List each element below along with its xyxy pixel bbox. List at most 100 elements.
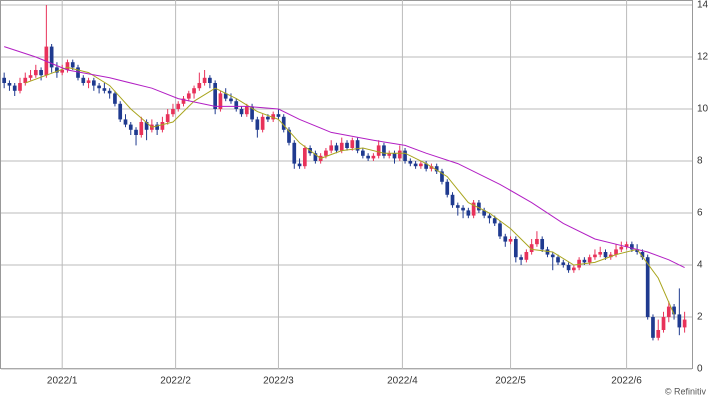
plot-area xyxy=(0,0,693,369)
candle-body xyxy=(244,106,249,115)
candle-body xyxy=(508,239,513,242)
candle-body xyxy=(281,116,286,130)
candle-body xyxy=(155,124,159,130)
y-tick-label: 4 xyxy=(697,260,703,271)
candle-body xyxy=(60,70,65,73)
candle-body xyxy=(70,62,75,68)
candle-body xyxy=(55,67,59,73)
candle-body xyxy=(540,239,545,250)
candle-body xyxy=(455,205,460,208)
candle-body xyxy=(466,210,471,216)
candle-body xyxy=(329,145,334,151)
candle-body xyxy=(445,181,450,195)
candle-body xyxy=(614,249,618,255)
candle-body xyxy=(91,80,96,86)
candle-body xyxy=(477,202,481,211)
candle-body xyxy=(519,257,523,260)
candle-body xyxy=(2,77,7,83)
candle-body xyxy=(419,163,423,167)
candle-body xyxy=(128,124,133,130)
y-tick-label: 0 xyxy=(697,364,703,375)
candle-body xyxy=(302,148,307,167)
candle-body xyxy=(324,150,328,156)
candle-body xyxy=(677,314,682,328)
candle-body xyxy=(434,166,439,172)
candle-body xyxy=(234,101,239,109)
candle-body xyxy=(608,254,613,258)
candle-body xyxy=(666,306,671,317)
candle-body xyxy=(287,129,291,143)
y-tick-label: 10 xyxy=(697,104,709,115)
candle-body xyxy=(440,171,444,182)
candle-body xyxy=(403,150,407,161)
candle-body xyxy=(139,122,144,135)
x-tick-label: 2022/1 xyxy=(47,376,78,387)
candle-body xyxy=(424,163,428,169)
candle-body xyxy=(271,114,276,120)
y-tick-label: 6 xyxy=(697,208,703,219)
candle-body xyxy=(229,98,233,102)
candle-body xyxy=(661,317,666,330)
x-tick-label: 2022/4 xyxy=(387,376,418,387)
candle-body xyxy=(123,119,128,125)
candle-body xyxy=(118,103,123,120)
candle-body xyxy=(408,161,413,164)
candle-body xyxy=(397,150,402,159)
candle-body xyxy=(171,109,175,115)
candle-body xyxy=(624,244,629,247)
candle-body xyxy=(313,153,318,161)
candle-body xyxy=(181,98,186,104)
candle-body xyxy=(12,85,17,91)
candle-body xyxy=(376,145,381,156)
candle-body xyxy=(86,80,91,83)
candle-body xyxy=(339,142,344,151)
candle-body xyxy=(503,236,508,242)
candle-body xyxy=(619,246,624,250)
candle-body xyxy=(160,122,165,130)
candle-body xyxy=(598,252,603,255)
candle-body xyxy=(366,155,370,159)
source: © Refinitiv xyxy=(665,386,707,396)
candle-body xyxy=(461,207,465,211)
candle-body xyxy=(65,62,70,70)
candle-body xyxy=(529,244,534,252)
candle-body xyxy=(545,249,550,255)
candle-body xyxy=(524,252,529,260)
x-tick-label: 2022/3 xyxy=(263,376,294,387)
candle-body xyxy=(292,142,297,164)
candle-body xyxy=(113,93,117,104)
candle-body xyxy=(682,319,687,328)
candle-body xyxy=(134,129,138,135)
candle-body xyxy=(450,194,455,206)
candle-body xyxy=(630,244,634,250)
x-tick-label: 2022/2 xyxy=(160,376,191,387)
candle-body xyxy=(223,93,228,99)
x-tick-label: 2022/6 xyxy=(611,376,642,387)
candle-body xyxy=(645,257,650,317)
candle-body xyxy=(672,306,676,315)
y-tick-label: 14 xyxy=(697,0,709,11)
candle-body xyxy=(297,163,302,167)
candle-body xyxy=(550,254,555,258)
candle-body xyxy=(640,252,645,258)
candle-body xyxy=(186,93,191,99)
candle-body xyxy=(276,114,281,117)
y-tick-label: 2 xyxy=(697,312,703,323)
candle-body xyxy=(97,85,101,89)
candle-body xyxy=(144,122,149,130)
candle-body xyxy=(23,77,28,83)
candle-body xyxy=(76,67,80,78)
candle-body xyxy=(208,77,212,83)
candle-body xyxy=(535,239,539,245)
candle-body xyxy=(429,166,434,169)
candle-body xyxy=(255,119,260,130)
candle-body xyxy=(81,77,86,83)
candle-body xyxy=(39,70,43,76)
candle-body xyxy=(107,90,112,94)
candle-body xyxy=(18,83,22,91)
candle-body xyxy=(482,210,487,216)
candle-body xyxy=(202,77,207,83)
candle-body xyxy=(498,223,502,237)
candle-body xyxy=(571,267,576,271)
